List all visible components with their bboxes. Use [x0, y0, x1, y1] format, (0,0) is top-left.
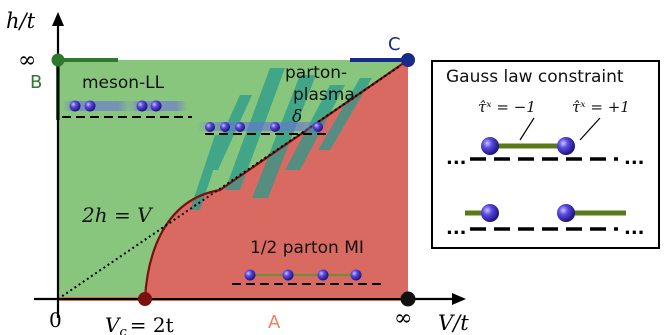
y-axis-arrow — [52, 12, 64, 26]
meson-ll-label: meson-LL — [82, 73, 165, 93]
point-B-marker — [51, 53, 65, 67]
plasma-chain — [196, 122, 330, 135]
tau-plus-label: τ̂ˣ = +1 — [572, 98, 630, 116]
inset-dots-bottom-left: ... — [446, 218, 467, 239]
meson-chain — [62, 100, 192, 118]
parton-plasma-label-2: plasma — [293, 85, 355, 105]
origin-label: 0 — [49, 308, 62, 332]
point-A-label: A — [268, 312, 281, 333]
y-axis-label: h/t — [6, 9, 36, 33]
critical-point-label: Vc = 2t — [105, 313, 174, 335]
inset-dots-bottom-right: ... — [624, 218, 645, 239]
inset-dots-top-right: ... — [624, 148, 645, 169]
critical-point-marker — [138, 292, 152, 306]
inset-title: Gauss law constraint — [446, 67, 624, 87]
inset-dots-top-left: ... — [446, 148, 467, 169]
parton-plasma-label-1: parton- — [285, 63, 347, 83]
phase-boundary — [143, 59, 409, 300]
mott-insulator-label: 1/2 parton MI — [250, 238, 364, 258]
x-infinity-label: ∞ — [394, 306, 412, 331]
point-C-label: C — [388, 34, 401, 55]
x-infinity-marker — [400, 291, 416, 307]
gauss-law-inset: Gauss law constraint τ̂ˣ = −1 τ̂ˣ = +1 .… — [431, 60, 660, 249]
x-axis-arrow — [452, 293, 466, 305]
point-B-label: B — [30, 72, 42, 93]
mott-chain — [232, 269, 385, 285]
x-axis-label: V/t — [438, 311, 469, 335]
delta-label: δ — [292, 107, 302, 127]
tau-minus-label: τ̂ˣ = −1 — [478, 98, 536, 116]
y-infinity-label: ∞ — [18, 48, 36, 73]
point-C-marker — [401, 53, 415, 67]
line-2h-equals-v-label: 2h = V — [81, 203, 154, 227]
line-2h-equals-v — [57, 65, 401, 300]
